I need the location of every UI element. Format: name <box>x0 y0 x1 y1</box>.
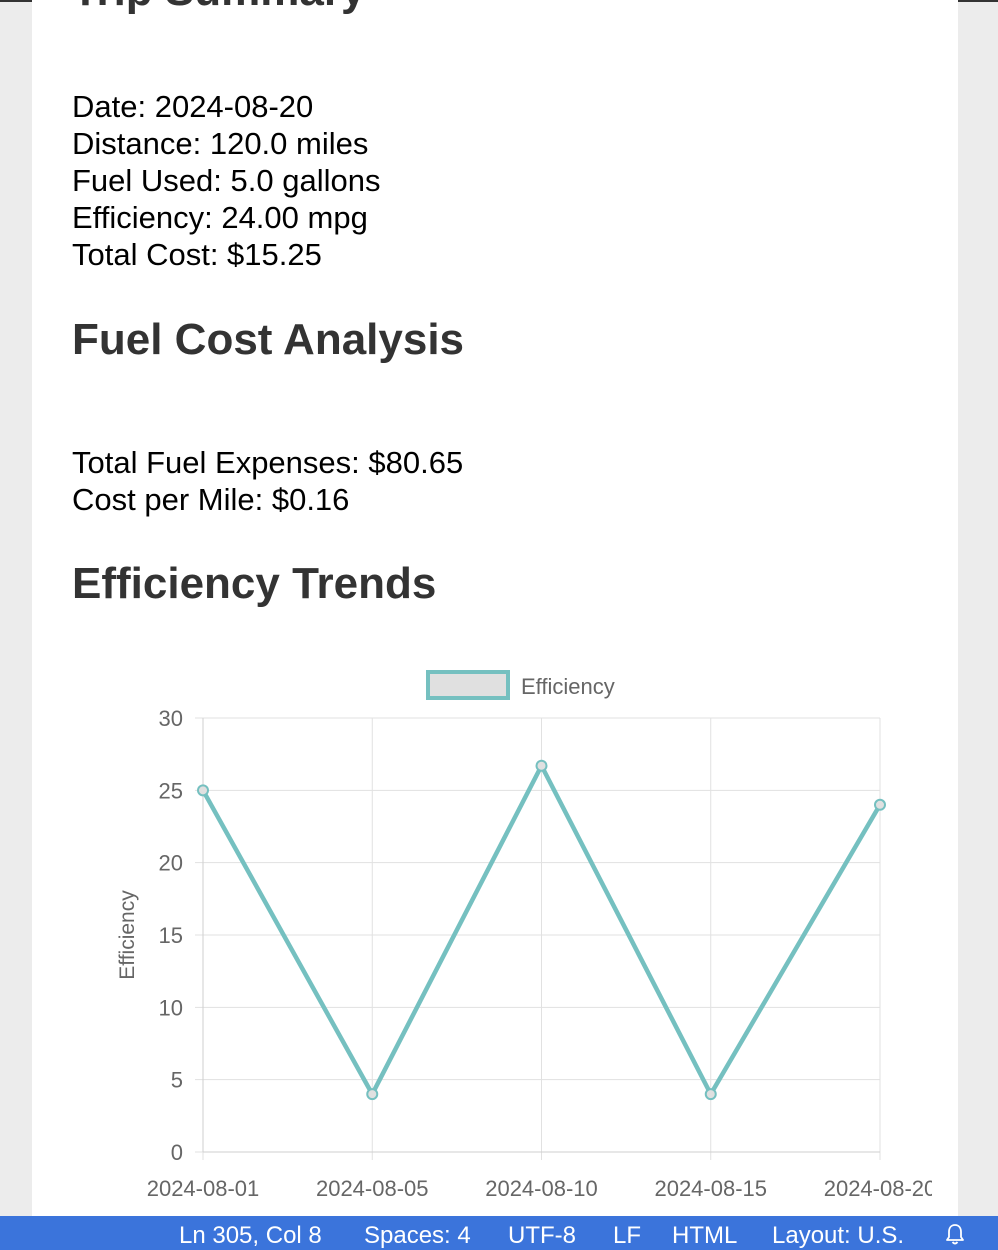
x-tick-label: 2024-08-10 <box>485 1176 598 1201</box>
status-bar: Ln 305, Col 8 Spaces: 4 UTF-8 LF HTML La… <box>0 1216 998 1250</box>
y-tick-label: 0 <box>171 1140 183 1165</box>
file-encoding[interactable]: UTF-8 <box>508 1222 576 1249</box>
efficiency-point <box>197 784 209 797</box>
legend-label: Efficiency <box>521 674 615 699</box>
efficiency-chart: 0 5 10 15 20 25 30 2024-08-01 2024-08-05 2024-08-… <box>72 660 932 1216</box>
y-tick-label: 10 <box>159 995 183 1020</box>
efficiency-point <box>366 1088 379 1101</box>
document-page: Trip Summary Date: 2024-08-20 Distance: … <box>32 0 958 1216</box>
entry-total-cost: Total Cost: $15.25 <box>72 237 322 272</box>
entry-date: Date: 2024-08-20 <box>72 89 314 124</box>
entry-fuel-used: Fuel Used: 5.0 gallons <box>72 163 381 198</box>
x-tick-label: 2024-08-15 <box>654 1176 767 1201</box>
entry-efficiency: Efficiency: 24.00 mpg <box>72 200 368 235</box>
x-tick-label: 2024-08-01 <box>147 1176 260 1201</box>
efficiency-trends-heading: Efficiency Trends <box>72 559 437 608</box>
efficiency-chart-svg: 0 5 10 15 20 25 30 2024-08-01 2024-08-05 2024-08-… <box>116 670 932 1201</box>
x-tick-label: 2024-08-20 <box>824 1176 932 1201</box>
efficiency-point <box>535 759 548 772</box>
efficiency-point <box>874 798 886 811</box>
keyboard-layout[interactable]: Layout: U.S. <box>772 1222 905 1249</box>
total-fuel-expenses: Total Fuel Expenses: $80.65 <box>72 445 464 480</box>
line-ending[interactable]: LF <box>613 1222 642 1249</box>
latest-entry: Date: 2024-08-20 Distance: 120.0 miles F… <box>72 88 380 273</box>
cost-summary: Total Fuel Expenses: $80.65 Cost per Mil… <box>72 444 463 518</box>
y-tick-label: 15 <box>159 923 183 948</box>
language-mode[interactable]: HTML <box>672 1222 738 1249</box>
x-tick-label: 2024-08-05 <box>316 1176 429 1201</box>
y-tick-label: 5 <box>171 1068 183 1093</box>
y-tick-label: 25 <box>159 778 183 803</box>
indentation-setting[interactable]: Spaces: 4 <box>364 1222 471 1249</box>
legend-swatch <box>426 670 510 700</box>
report-heading-partial: Trip Summary <box>72 0 365 16</box>
cursor-position[interactable]: Ln 305, Col 8 <box>179 1222 322 1249</box>
efficiency-point <box>704 1088 717 1101</box>
entry-distance: Distance: 120.0 miles <box>72 126 369 161</box>
fuel-cost-heading: Fuel Cost Analysis <box>72 315 465 364</box>
bell-icon[interactable] <box>944 1223 966 1245</box>
y-tick-label: 30 <box>159 706 183 731</box>
y-tick-label: 20 <box>159 851 183 876</box>
y-axis-title: Efficiency <box>116 890 139 980</box>
cost-per-mile: Cost per Mile: $0.16 <box>72 482 350 517</box>
